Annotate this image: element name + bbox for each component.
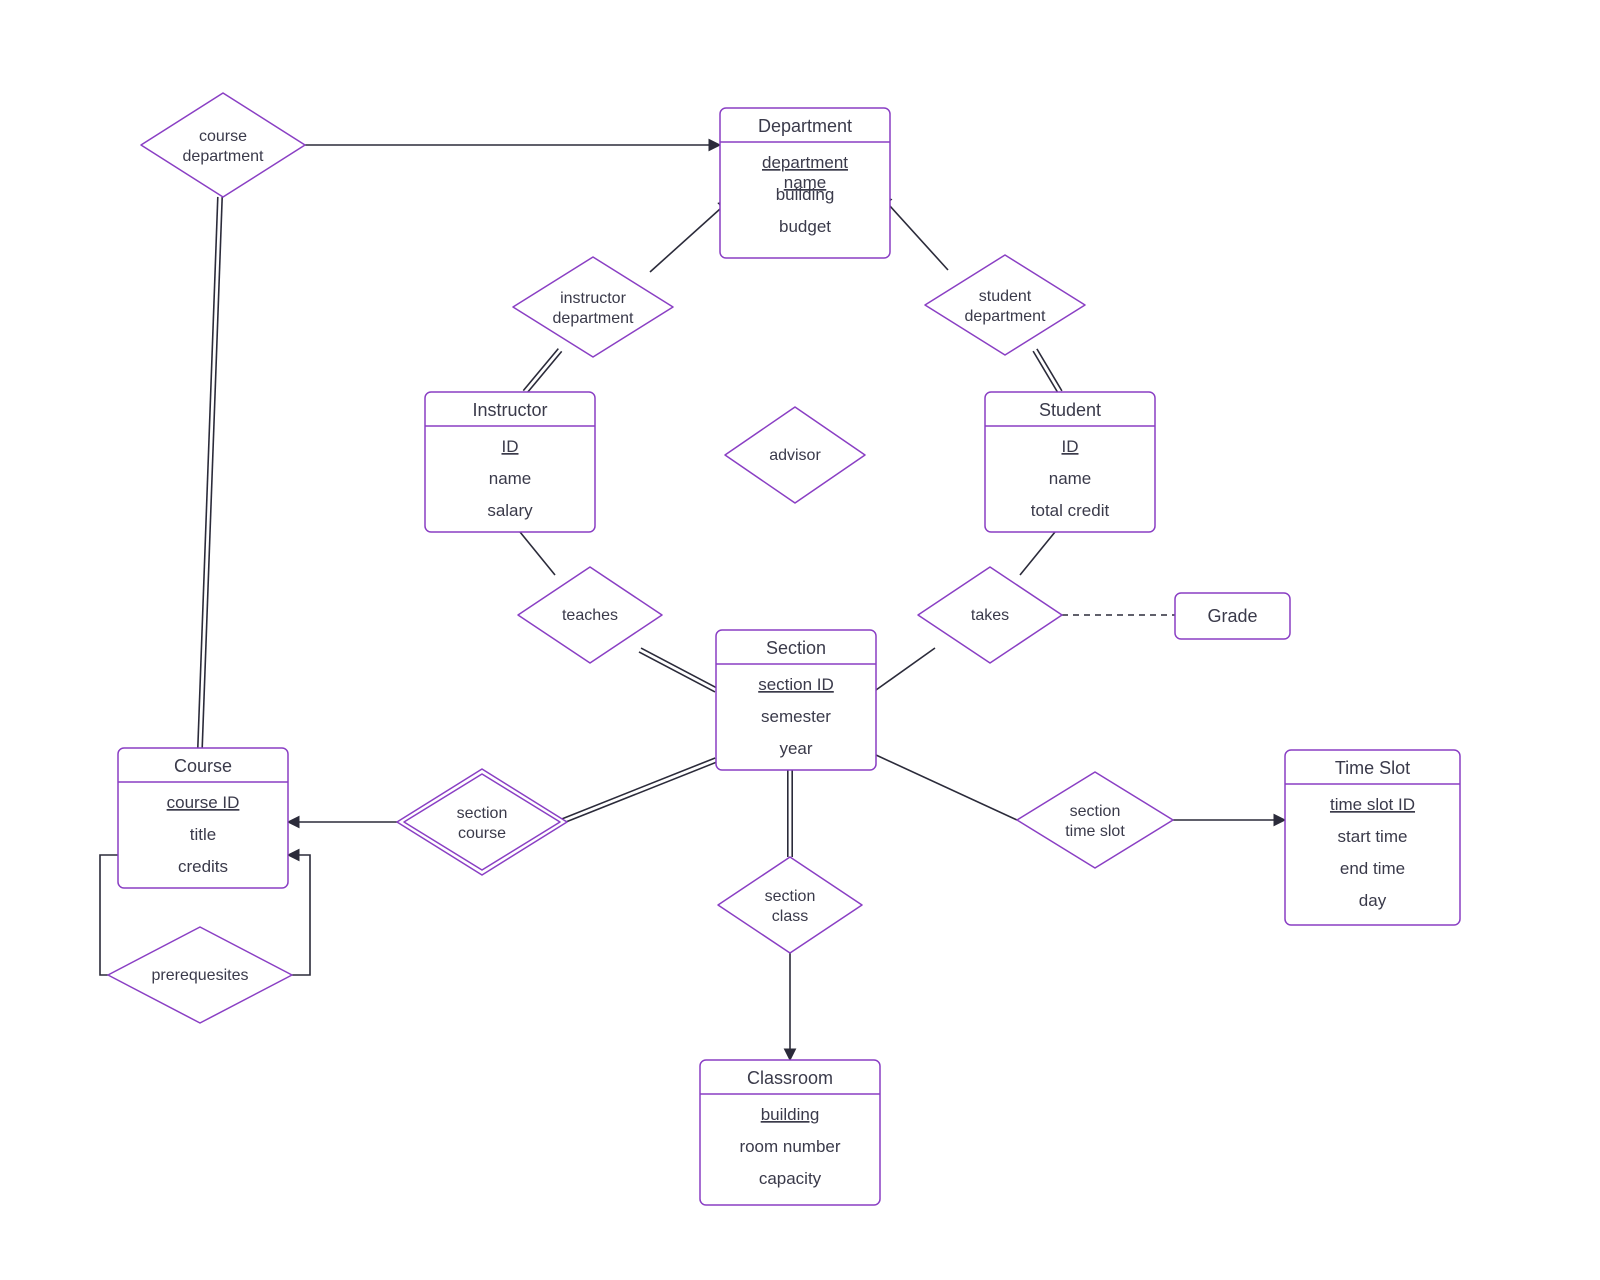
relationship-label: instructor: [560, 290, 626, 307]
entity-title: Classroom: [747, 1068, 833, 1088]
entity-attr: department: [762, 153, 848, 172]
entity-attr: course ID: [167, 793, 240, 812]
entity-classroom: Classroom building room number capacity: [700, 1060, 880, 1205]
edge-id-dept: [650, 200, 730, 272]
edge-pre-right: [288, 855, 310, 975]
entity-attr: building: [776, 185, 835, 204]
edge-tk-sect: [876, 648, 935, 690]
entity-attr: budget: [779, 217, 831, 236]
entity-attr: credits: [178, 857, 228, 876]
entity-attr: name: [489, 469, 532, 488]
edge-tch-sect: [639, 648, 717, 692]
entity-title: Department: [758, 116, 852, 136]
relationship-takes: takes: [918, 567, 1062, 663]
entity-student: Student ID name total credit: [985, 392, 1155, 532]
relationship-label: course: [458, 825, 506, 842]
relationship-label: student: [979, 288, 1032, 305]
edge-cd-course: [198, 197, 222, 748]
relationship-label: section: [765, 888, 816, 905]
entity-attr: salary: [487, 501, 533, 520]
edge-tk-stud: [1020, 532, 1055, 575]
relationship-label: course: [199, 128, 247, 145]
er-diagram: Department department name building budget In…: [0, 0, 1600, 1280]
assoc-entity-grade: Grade: [1175, 593, 1290, 639]
edge-sd-stud: [1033, 349, 1062, 393]
edge-pre-left: [100, 855, 118, 975]
entity-instructor: Instructor ID name salary: [425, 392, 595, 532]
entity-title: Section: [766, 638, 826, 658]
entity-attr: title: [190, 825, 216, 844]
entity-title: Course: [174, 756, 232, 776]
entity-attr: building: [761, 1105, 820, 1124]
relationship-label: department: [183, 148, 264, 165]
entity-attr: day: [1359, 891, 1387, 910]
relationship-label: department: [553, 310, 634, 327]
entity-title: Time Slot: [1335, 758, 1410, 778]
entity-timeslot: Time Slot time slot ID start time end time d…: [1285, 750, 1460, 925]
edge-tch-inst: [520, 532, 555, 575]
entity-title: Instructor: [472, 400, 547, 420]
relationship-label: advisor: [769, 447, 821, 464]
entity-attr: section ID: [758, 675, 834, 694]
entity-attr: end time: [1340, 859, 1405, 878]
relationship-section_timeslot: section time slot: [1017, 772, 1173, 868]
edge-st-sect: [876, 755, 1017, 820]
entity-attr: semester: [761, 707, 831, 726]
edge-id-instr: [523, 349, 561, 394]
entity-attr: year: [779, 739, 812, 758]
relationship-course_department: course department: [141, 93, 305, 197]
entity-attr: room number: [739, 1137, 840, 1156]
entity-attr: ID: [502, 437, 519, 456]
relationship-section_class: section class: [718, 857, 862, 953]
edge-scl-sect: [788, 770, 792, 857]
entity-title: Student: [1039, 400, 1101, 420]
relationship-label: takes: [971, 607, 1009, 624]
relationship-student_department: student department: [925, 255, 1085, 355]
relationship-advisor: advisor: [725, 407, 865, 503]
relationship-label: class: [772, 908, 808, 925]
entity-department: Departmentdepartmentnamebuildingbudget: [720, 108, 890, 258]
entity-attr: time slot ID: [1330, 795, 1415, 814]
relationship-label: time slot: [1065, 823, 1125, 840]
assoc-entity-label: Grade: [1207, 606, 1257, 626]
relationship-section_course: section course: [397, 769, 567, 875]
relationship-label: section: [1070, 803, 1121, 820]
entity-attr: total credit: [1031, 501, 1110, 520]
relationship-label: prerequesites: [152, 967, 249, 984]
relationship-label: department: [965, 308, 1046, 325]
entity-section: Section section ID semester year: [716, 630, 876, 770]
relationship-teaches: teaches: [518, 567, 662, 663]
entity-attr: capacity: [759, 1169, 822, 1188]
entity-attr: name: [1049, 469, 1092, 488]
relationship-label: teaches: [562, 607, 618, 624]
relationship-label: section: [457, 805, 508, 822]
relationship-instructor_department: instructor department: [513, 257, 673, 357]
entity-attr: start time: [1338, 827, 1408, 846]
entity-course: Course course ID title credits: [118, 748, 288, 888]
entity-attr: ID: [1062, 437, 1079, 456]
edge-sc-sect: [559, 758, 717, 824]
relationship-prerequisites: prerequesites: [108, 927, 292, 1023]
